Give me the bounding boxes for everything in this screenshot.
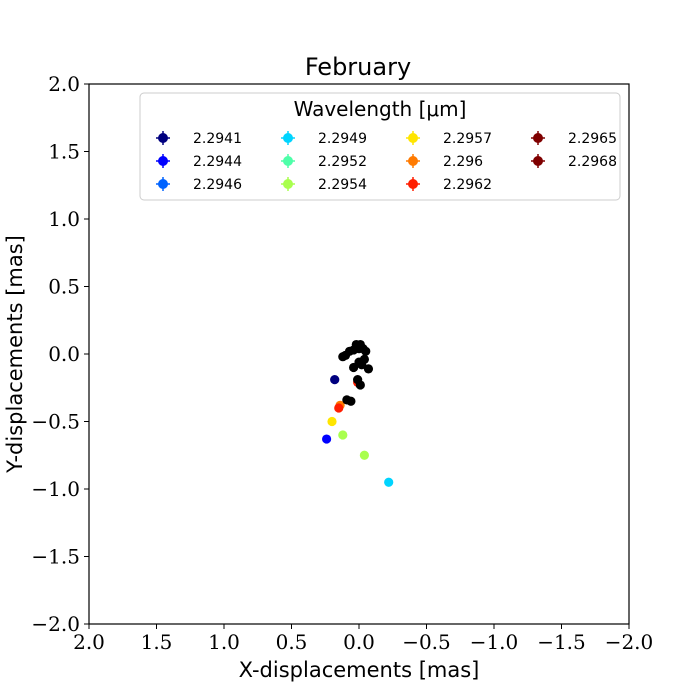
x-tick-label: 2.0 [73, 630, 105, 654]
legend-entries: 2.2941 2.2944 2.2946 2.2949 2.2952 2.2954 2.29… [156, 131, 617, 193]
reference-point [355, 380, 365, 390]
data-point [384, 477, 394, 487]
data-point [334, 403, 344, 413]
data-point [330, 375, 340, 385]
legend-label: 2.296 [443, 154, 483, 170]
legend-marker [283, 156, 293, 166]
legend-label: 2.2968 [568, 154, 617, 170]
data-point [359, 450, 369, 460]
y-tick-label: −0.5 [31, 410, 80, 434]
data-point [322, 434, 332, 444]
x-tick-label: 0.0 [343, 630, 375, 654]
legend-marker [408, 133, 418, 143]
x-axis-title: X-displacements [mas] [239, 658, 480, 682]
x-tick-label: −0.5 [402, 630, 451, 654]
x-tick-label: −1.5 [537, 630, 586, 654]
y-tick-label: 1.5 [48, 140, 80, 164]
legend-label: 2.2962 [443, 177, 492, 193]
y-tick-label: 0.5 [48, 275, 80, 299]
legend-label: 2.2954 [318, 177, 367, 193]
legend-label: 2.2957 [443, 131, 492, 147]
reference-point [363, 364, 374, 374]
legend-label: 2.2949 [318, 131, 367, 147]
legend-label: 2.2946 [193, 177, 242, 193]
x-tick-label: 1.0 [208, 630, 240, 654]
y-tick-label: −1.0 [31, 477, 80, 501]
reference-point [344, 346, 355, 356]
legend-marker [408, 179, 418, 189]
chart-title: February [305, 53, 411, 81]
legend-title: Wavelength [μm] [294, 97, 467, 121]
data-point [338, 430, 348, 440]
y-tick-label: 1.0 [48, 207, 80, 231]
y-axis-title: Y-displacements [mas] [3, 235, 27, 474]
x-tick-label: −2.0 [605, 630, 654, 654]
y-tick-label: −2.0 [31, 612, 80, 636]
legend-marker [283, 133, 293, 143]
axis-ticks: 2.0 1.5 1.0 0.5 0.0 −0.5 −1.0 −1.5 −2.0−2.0−1.5−… [31, 72, 653, 654]
data-point [327, 416, 337, 427]
plot-frame [88, 83, 630, 625]
legend-marker [158, 156, 168, 166]
reference-point [361, 346, 371, 356]
reference-point [346, 396, 356, 406]
reference-point [354, 357, 364, 367]
data-points [322, 339, 394, 487]
legend-label: 2.2944 [193, 154, 242, 170]
legend-marker [533, 133, 543, 143]
reference-point [338, 352, 348, 362]
x-tick-label: 0.5 [276, 630, 308, 654]
legend-marker [408, 156, 418, 166]
legend-label: 2.2941 [193, 131, 242, 147]
legend-box [139, 92, 621, 201]
legend-label: 2.2952 [318, 154, 367, 170]
y-tick-label: −1.5 [31, 545, 80, 569]
legend-label: 2.2965 [568, 131, 617, 147]
legend-marker [283, 179, 293, 189]
x-tick-label: −1.0 [470, 630, 519, 654]
y-tick-label: 2.0 [48, 72, 80, 96]
x-tick-label: 1.5 [141, 630, 173, 654]
y-tick-label: 0.0 [48, 342, 80, 366]
legend-marker [158, 179, 168, 189]
legend-marker [158, 133, 168, 143]
legend-marker [533, 156, 543, 166]
legend: Wavelength [μm] 2.2941 2.2944 2.2946 2.2949… [139, 92, 621, 201]
